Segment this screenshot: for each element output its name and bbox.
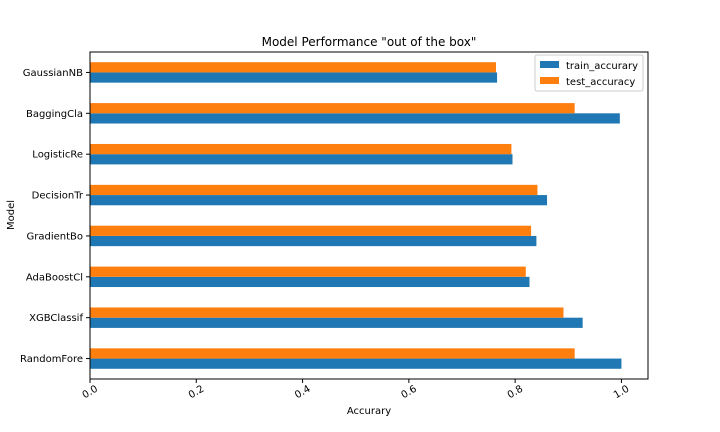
y-tick-label-RandomFore: RandomFore [20, 354, 83, 365]
bar-train_accurary-BaggingCla [90, 113, 620, 124]
y-tick-label-DecisionTr: DecisionTr [32, 191, 84, 202]
legend-box [534, 54, 644, 92]
x-axis: 0.0 0.2 0.4 0.6 0.8 1.0 [81, 379, 631, 401]
bar-test_accuracy-DecisionTr [90, 184, 538, 196]
y-tick-label-GradientBo: GradientBo [26, 231, 83, 242]
legend-swatch-train [540, 61, 559, 68]
x-tick-label-4: 0.8 [506, 384, 525, 401]
x-tick-label-1: 0.2 [187, 384, 206, 401]
legend-swatch-test [540, 77, 559, 84]
bar-test_accuracy-BaggingCla [90, 103, 575, 114]
y-tick-label-XGBClassif: XGBClassif [29, 313, 83, 324]
y-tick-label-GaussianNB: GaussianNB [23, 68, 83, 79]
legend-label-train: train_accurary [566, 61, 638, 72]
x-tick-label-0: 0.0 [81, 384, 100, 401]
x-axis-label: Accurary [347, 406, 391, 417]
chart-title: Model Performance "out of the box" [262, 35, 477, 49]
x-tick-label-2: 0.4 [293, 384, 312, 401]
legend-label-test: test_accuracy [566, 77, 635, 88]
x-tick-label-5: 1.0 [612, 384, 631, 401]
bar-train_accurary-DecisionTr [90, 195, 548, 206]
bar-train_accurary-GradientBo [90, 235, 537, 247]
bar-train_accurary-LogisticRe [90, 154, 513, 165]
bar-train_accurary-RandomFore [90, 358, 622, 369]
legend: train_accurary test_accuracy [534, 54, 644, 92]
x-tick-label-3: 0.6 [399, 384, 418, 401]
bars-layer [90, 62, 622, 369]
bar-test_accuracy-GradientBo [90, 225, 532, 236]
y-tick-label-LogisticRe: LogisticRe [32, 150, 83, 161]
bar-test_accuracy-GaussianNB [90, 62, 497, 73]
bar-test_accuracy-XGBClassif [90, 307, 564, 318]
bar-train_accurary-AdaBoostCl [90, 276, 530, 288]
bar-test_accuracy-RandomFore [90, 348, 575, 359]
y-axis-label: Model [6, 200, 17, 230]
y-axis: RandomFore XGBClassif AdaBoostCl GradientBo… [20, 68, 90, 365]
bar-test_accuracy-AdaBoostCl [90, 266, 526, 277]
plot-frame [89, 51, 649, 380]
y-tick-label-AdaBoostCl: AdaBoostCl [26, 272, 83, 283]
y-tick-label-BaggingCla: BaggingCla [26, 109, 83, 120]
bar-test_accuracy-LogisticRe [90, 143, 512, 155]
bar-train_accurary-XGBClassif [90, 317, 583, 328]
bar-train_accurary-GaussianNB [90, 72, 498, 83]
